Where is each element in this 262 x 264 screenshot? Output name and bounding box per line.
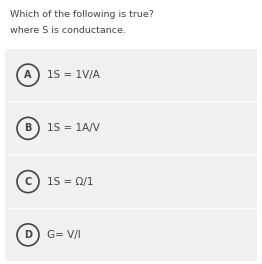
- Text: A: A: [24, 70, 32, 80]
- Text: 1S = Ω/1: 1S = Ω/1: [47, 177, 94, 187]
- Text: 1S = 1A/V: 1S = 1A/V: [47, 123, 100, 133]
- FancyBboxPatch shape: [5, 49, 257, 101]
- FancyBboxPatch shape: [5, 102, 257, 154]
- Text: 1S = 1V/A: 1S = 1V/A: [47, 70, 100, 80]
- FancyBboxPatch shape: [5, 155, 257, 208]
- Text: Which of the following is true?: Which of the following is true?: [10, 10, 154, 19]
- Text: G= V/I: G= V/I: [47, 230, 81, 240]
- FancyBboxPatch shape: [5, 209, 257, 261]
- Text: C: C: [24, 177, 32, 187]
- Text: D: D: [24, 230, 32, 240]
- Text: B: B: [24, 123, 32, 133]
- Text: where S is conductance.: where S is conductance.: [10, 26, 126, 35]
